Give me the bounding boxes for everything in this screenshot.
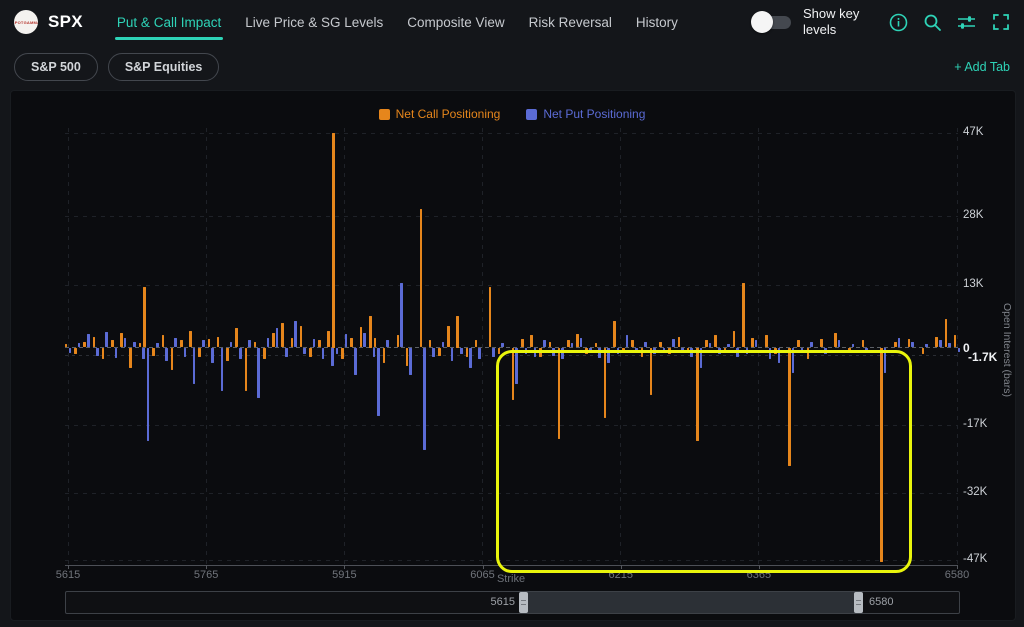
legend-put-label: Net Put Positioning (543, 107, 646, 121)
nav-tabs: Put & Call Impact Live Price & SG Levels… (105, 0, 690, 44)
tab-history[interactable]: History (635, 14, 678, 30)
tab-put-call-impact[interactable]: Put & Call Impact (105, 0, 233, 44)
tab-risk-reversal[interactable]: Risk Reversal (528, 14, 612, 30)
legend-net-call[interactable]: Net Call Positioning (378, 107, 501, 121)
add-tab-button[interactable]: + Add Tab (954, 60, 1010, 74)
legend-net-put[interactable]: Net Put Positioning (526, 107, 645, 121)
slider-left-value: 5615 (490, 596, 515, 608)
slider-handle-right[interactable] (854, 592, 863, 613)
tab-pill-bar: S&P 500 S&P Equities + Add Tab (0, 44, 1024, 90)
legend-call-swatch (378, 108, 390, 120)
range-slider[interactable]: 5615 6580 (65, 591, 960, 614)
slider-handle-left[interactable] (519, 592, 528, 613)
tab-composite-view[interactable]: Composite View (407, 14, 505, 30)
search-icon[interactable] (923, 13, 942, 32)
fullscreen-icon[interactable] (991, 13, 1010, 32)
pill-sp-equities[interactable]: S&P Equities (107, 53, 220, 81)
brand-logo[interactable]: SPOTGAMMA (14, 10, 38, 34)
legend-put-swatch (526, 108, 538, 120)
top-nav-bar: SPOTGAMMA SPX Put & Call Impact Live Pri… (0, 0, 1024, 44)
info-icon[interactable] (889, 13, 908, 32)
tab-live-price-sg-levels[interactable]: Live Price & SG Levels (245, 14, 384, 30)
legend-call-label: Net Call Positioning (395, 107, 501, 121)
tune-icon[interactable] (957, 13, 976, 32)
show-key-levels-toggle[interactable] (751, 10, 795, 34)
toggle-knob (751, 11, 773, 33)
show-key-levels-label: Show key levels (803, 6, 860, 37)
pill-sp500[interactable]: S&P 500 (14, 53, 98, 81)
slider-window[interactable] (524, 592, 859, 613)
slider-right-value: 6580 (869, 596, 894, 608)
chart-legend: Net Call Positioning Net Put Positioning (10, 107, 1014, 121)
ticker-symbol: SPX (48, 12, 83, 31)
chart-panel[interactable] (10, 90, 1016, 621)
